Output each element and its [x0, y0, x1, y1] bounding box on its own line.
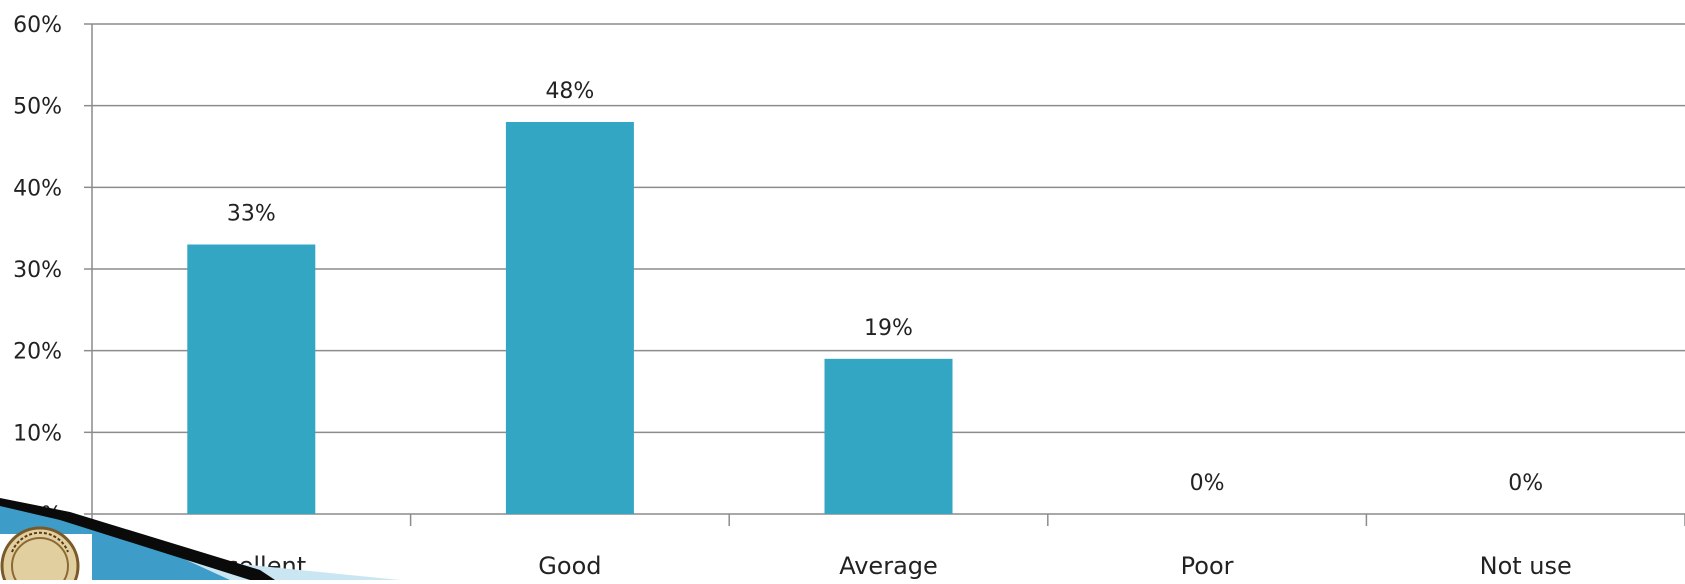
x-axis-tick-labels: ExcellentGoodAveragePoorNot use [196, 552, 1571, 580]
y-tick-label: 50% [13, 95, 62, 120]
y-tick-label: 10% [13, 421, 62, 446]
y-tick-label: 30% [13, 258, 62, 283]
x-tick-label: Good [538, 552, 601, 580]
y-tick-label: 60% [13, 13, 62, 38]
x-tick-label: Poor [1181, 552, 1234, 580]
bars [187, 122, 953, 514]
slide-corner-swoosh [0, 498, 400, 584]
data-label: 19% [864, 316, 913, 341]
bar-excellent [187, 244, 316, 514]
y-tick-label: 20% [13, 340, 62, 365]
institute-seal-icon [0, 526, 80, 584]
bar-good [505, 122, 634, 514]
y-axis-tick-labels: 0%10%20%30%40%50%60% [13, 13, 62, 528]
y-tick-label: 40% [13, 176, 62, 201]
swoosh-dark-shape [0, 498, 275, 580]
data-label: 48% [545, 79, 594, 104]
gridlines [92, 23, 1685, 434]
data-label: 0% [1508, 471, 1543, 496]
x-tick-label: Not use [1480, 552, 1572, 580]
x-tick-label: Average [839, 552, 938, 580]
bar-average [824, 358, 953, 514]
data-label: 0% [1190, 471, 1225, 496]
data-label: 33% [227, 202, 276, 227]
data-labels: 33% 48% 19% 0% 0% [227, 79, 1543, 496]
